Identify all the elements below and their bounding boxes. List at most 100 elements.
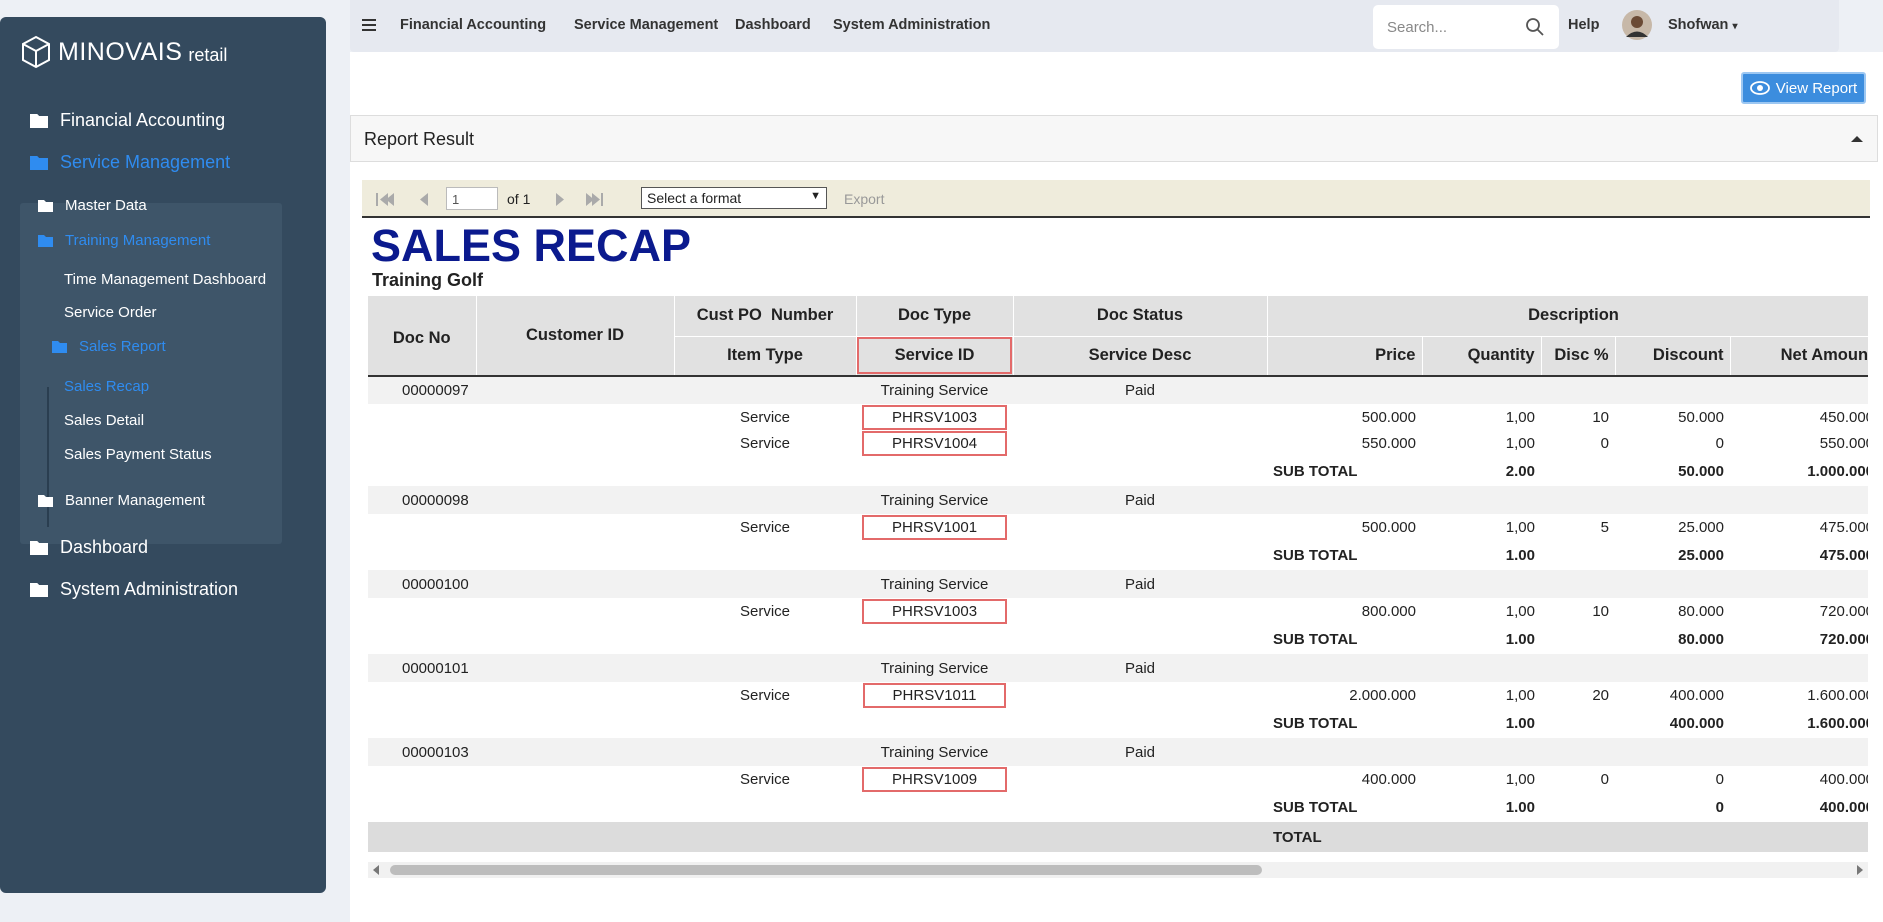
cell-text: 475.000 bbox=[1819, 546, 1868, 564]
cell-text: PHRSV1011 bbox=[862, 682, 1007, 708]
folder-icon bbox=[30, 583, 48, 597]
report-title: SALES RECAP bbox=[371, 220, 692, 271]
col-header: Doc No bbox=[368, 296, 477, 377]
cell-text: 2.00 bbox=[1505, 462, 1535, 480]
brand-logo bbox=[22, 35, 50, 69]
nav-item[interactable]: Sales Report bbox=[52, 338, 166, 355]
item-row: Service PHRSV1011 2.000.000 1,00 20 400.000 1.… bbox=[368, 682, 1868, 708]
panel-header[interactable]: Report Result bbox=[350, 115, 1878, 162]
col-header: Item Type bbox=[674, 336, 857, 377]
cell-text: 00000103 bbox=[402, 743, 469, 761]
menu-toggle[interactable] bbox=[362, 19, 376, 31]
user-menu[interactable]: Shofwan ▾ bbox=[1668, 17, 1738, 33]
cell-text: Service bbox=[739, 602, 791, 620]
cell-text: 1.00 bbox=[1505, 798, 1535, 816]
search-placeholder: Search... bbox=[1387, 19, 1448, 36]
cell-text: 1.600.000 bbox=[1807, 714, 1868, 732]
nav-item[interactable]: Master Data bbox=[38, 197, 147, 214]
avatar[interactable] bbox=[1622, 10, 1652, 40]
nav-item[interactable]: Service Order bbox=[64, 304, 157, 321]
nav-item[interactable]: Dashboard bbox=[30, 537, 148, 558]
nav-item[interactable]: Sales Recap bbox=[64, 378, 150, 395]
top-menu[interactable]: Financial Accounting bbox=[400, 17, 547, 33]
view-report-button[interactable]: View Report bbox=[1741, 72, 1866, 104]
cell-text: 50.000 bbox=[1678, 408, 1724, 426]
nav-item[interactable]: Sales Payment Status bbox=[64, 446, 212, 463]
doc-row: 00000100 Training Service Paid bbox=[368, 570, 1868, 598]
page-count: of 1 bbox=[507, 191, 531, 207]
item-row: Service PHRSV1009 400.000 1,00 0 0 400.000 bbox=[368, 766, 1868, 792]
cell-text: 1.00 bbox=[1505, 630, 1535, 648]
cell-text: 1.00 bbox=[1505, 546, 1535, 564]
cell-text: 0 bbox=[1600, 770, 1609, 788]
report-subtitle: Training Golf bbox=[372, 270, 483, 290]
panel-title: Report Result bbox=[364, 129, 475, 149]
format-select[interactable]: Select a format ▼ bbox=[641, 187, 827, 209]
cell-text: PHRSV1009 bbox=[862, 766, 1008, 792]
cell-text: 800.000 bbox=[1361, 602, 1416, 620]
cell-text: 25.000 bbox=[1678, 518, 1724, 536]
doc-row: 00000103 Training Service Paid bbox=[368, 738, 1868, 766]
folder-icon bbox=[38, 495, 53, 507]
cell-text: 500.000 bbox=[1361, 408, 1416, 426]
nav-item[interactable]: Time Management Dashboard bbox=[64, 271, 267, 288]
cell-text: 500.000 bbox=[1361, 518, 1416, 536]
tot-row: TOTAL bbox=[368, 822, 1868, 852]
cell-text: 1,00 bbox=[1505, 518, 1535, 536]
search-box[interactable]: Search... bbox=[1373, 5, 1559, 49]
col-header: Service Desc bbox=[1013, 336, 1268, 377]
nav-item[interactable]: Financial Accounting bbox=[30, 110, 225, 131]
submenu bbox=[20, 203, 282, 544]
pager-buttons[interactable] bbox=[376, 192, 606, 208]
cell-text: 0 bbox=[1600, 434, 1609, 452]
cell-text: Paid bbox=[1124, 659, 1156, 677]
report-toolbar: 1 of 1 Select a format ▼ Export bbox=[362, 180, 1870, 218]
cell-text: 550.000 bbox=[1361, 434, 1416, 452]
cell-text: 0 bbox=[1715, 798, 1724, 816]
col-header: Disc % bbox=[1541, 336, 1616, 377]
cell-text: PHRSV1003 bbox=[862, 598, 1008, 624]
brand: MINOVAIS retail bbox=[20, 35, 227, 69]
cell-text: Service bbox=[739, 408, 791, 426]
top-menu[interactable]: Service Management bbox=[574, 17, 719, 33]
cell-text: 0 bbox=[1715, 770, 1724, 788]
sub-row: SUB TOTAL 1.00 25.000 475.000 bbox=[368, 540, 1868, 570]
sub-row: SUB TOTAL 1.00 80.000 720.000 bbox=[368, 624, 1868, 654]
nav-item[interactable]: Training Management bbox=[38, 232, 210, 249]
top-menu[interactable]: Dashboard bbox=[735, 17, 811, 33]
cell-text: Paid bbox=[1124, 575, 1156, 593]
cell-text: 00000097 bbox=[402, 382, 469, 399]
top-menu[interactable]: System Administration bbox=[833, 17, 991, 33]
folder-icon bbox=[52, 341, 67, 353]
export-link[interactable]: Export bbox=[844, 191, 885, 207]
scrollbar[interactable] bbox=[368, 862, 1868, 878]
col-header: Net Amount bbox=[1730, 336, 1868, 377]
page-input[interactable]: 1 bbox=[446, 187, 498, 210]
cell-text: PHRSV1003 bbox=[862, 404, 1008, 430]
cell-text: 80.000 bbox=[1678, 630, 1724, 648]
cell-text: 1.000.000 bbox=[1807, 462, 1868, 480]
item-row: Service PHRSV1003 500.000 1,00 10 50.000 450.0… bbox=[368, 404, 1868, 430]
cell-text: TOTAL bbox=[1273, 828, 1322, 846]
help-link[interactable]: Help bbox=[1568, 17, 1600, 33]
cell-text: SUB TOTAL bbox=[1273, 798, 1358, 816]
col-header: Service ID bbox=[856, 337, 1012, 375]
nav-item[interactable]: Service Management bbox=[30, 152, 230, 173]
nav-item[interactable]: Banner Management bbox=[38, 492, 205, 509]
nav-item[interactable]: System Administration bbox=[30, 579, 238, 600]
cell-text: Service bbox=[739, 686, 791, 704]
cell-text: SUB TOTAL bbox=[1273, 630, 1358, 648]
brand-suffix: retail bbox=[188, 44, 228, 65]
col-header: Doc Status bbox=[1013, 296, 1268, 337]
cell-text: 20 bbox=[1592, 686, 1609, 704]
cell-text: 1,00 bbox=[1505, 434, 1535, 452]
cell-text: 1.00 bbox=[1505, 714, 1535, 732]
cell-text: Paid bbox=[1124, 743, 1156, 761]
col-header: Customer ID bbox=[476, 296, 675, 377]
cell-text: 2.000.000 bbox=[1349, 686, 1416, 704]
sub-row: SUB TOTAL 2.00 50.000 1.000.000 bbox=[368, 456, 1868, 486]
cell-text: 1,00 bbox=[1505, 408, 1535, 426]
col-header: Cust PO Number bbox=[674, 296, 857, 337]
sub-row: SUB TOTAL 1.00 400.000 1.600.000 bbox=[368, 708, 1868, 738]
nav-item[interactable]: Sales Detail bbox=[64, 412, 145, 429]
